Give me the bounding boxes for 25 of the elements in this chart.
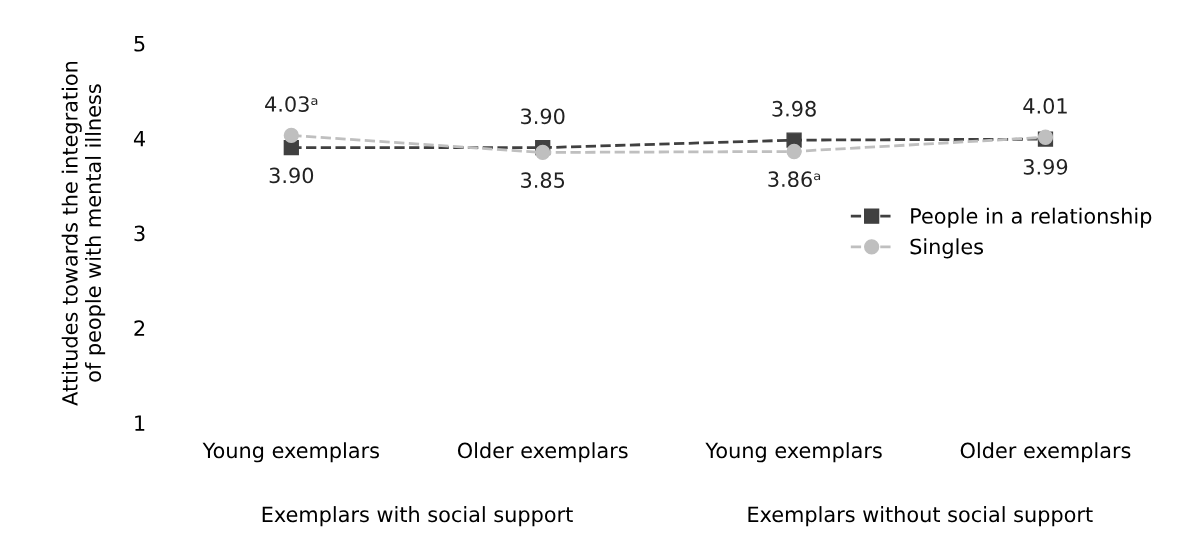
x-tick-label: Young exemplars bbox=[705, 442, 882, 463]
y-axis-title: Attitudes towards the integration of people with mental illness bbox=[61, 61, 106, 406]
data-label: 3.90 bbox=[521, 108, 565, 125]
data-label: 3.90 bbox=[269, 167, 314, 184]
y-tick-label: 4 bbox=[133, 130, 146, 147]
data-label: 4.01 bbox=[1023, 98, 1067, 114]
data-label: 3.98 bbox=[772, 100, 816, 117]
data-label: 3.86ᵃ bbox=[768, 171, 821, 188]
y-tick-label: 1 bbox=[135, 415, 145, 431]
y-tick-label: 5 bbox=[134, 36, 145, 52]
y-tick-label: 2 bbox=[134, 320, 145, 336]
x-tick-label: Older exemplars bbox=[960, 442, 1131, 463]
data-label: 4.03ᵃ bbox=[265, 96, 318, 112]
text: Exemplars without social support bbox=[748, 506, 1093, 527]
x-tick-label: Older exemplars bbox=[457, 442, 628, 463]
data-label: 3.99 bbox=[1023, 158, 1068, 175]
point bbox=[283, 127, 299, 144]
legend-label: Singles bbox=[910, 238, 984, 259]
data-label: 3.85 bbox=[521, 172, 565, 189]
text: Exemplars with social support bbox=[262, 506, 573, 527]
legend-label: People in a relationship bbox=[911, 207, 1152, 228]
point bbox=[535, 144, 551, 161]
point bbox=[786, 143, 802, 160]
y-tick-label: 3 bbox=[134, 225, 145, 242]
x-tick-label: Young exemplars bbox=[202, 442, 379, 463]
